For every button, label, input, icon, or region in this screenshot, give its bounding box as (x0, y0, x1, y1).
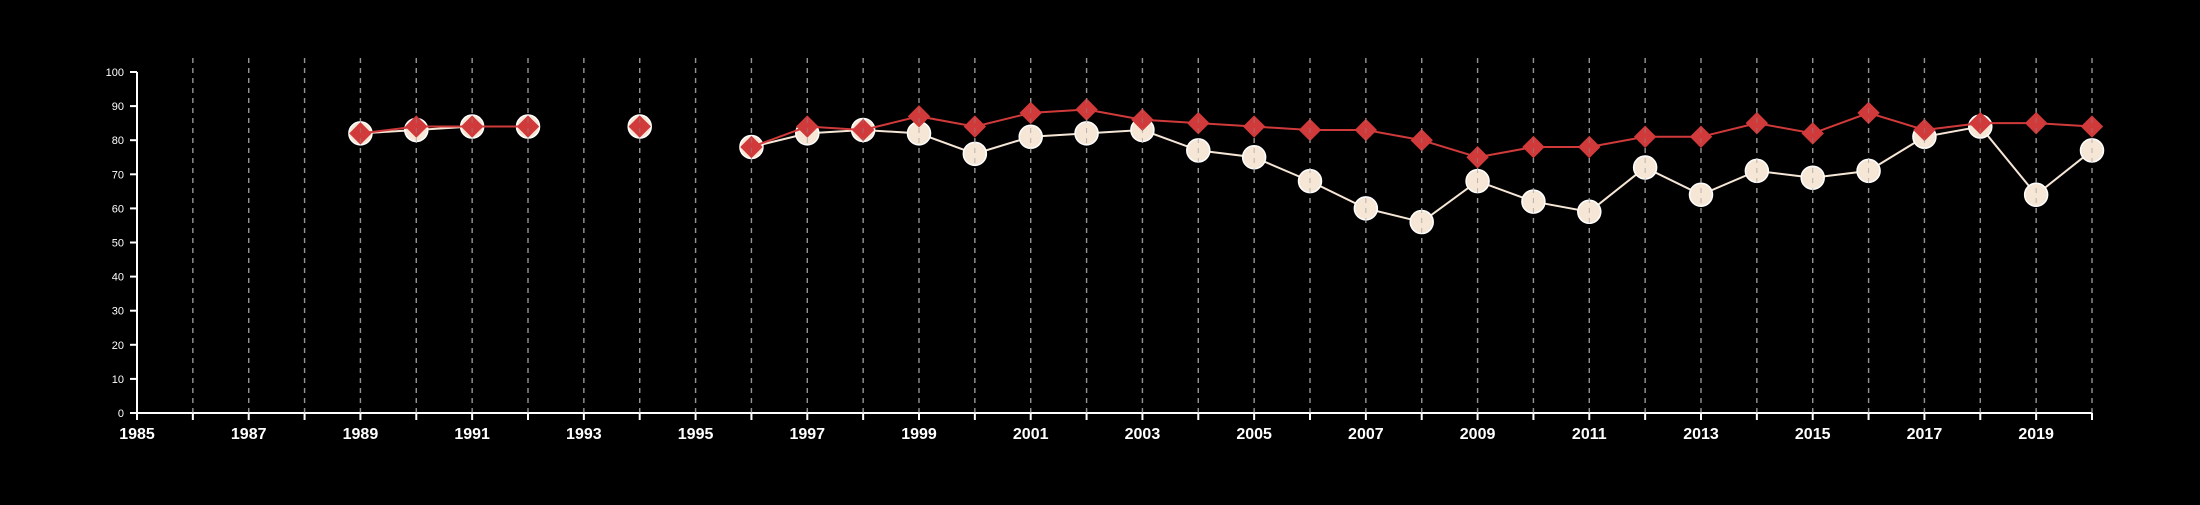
x-tick-label: 2005 (1236, 426, 1272, 443)
x-tick-label: 2007 (1348, 426, 1384, 443)
x-tick-label: 2009 (1460, 426, 1496, 443)
data-point (1689, 125, 1713, 148)
x-tick-label: 2015 (1795, 426, 1831, 443)
y-tick-label: 60 (112, 203, 124, 215)
y-tick-label: 100 (106, 67, 124, 79)
data-point (1745, 111, 1769, 135)
y-tick-label: 20 (112, 340, 124, 352)
x-tick-label: 2017 (1907, 426, 1943, 443)
x-tick-label: 1987 (231, 426, 267, 443)
x-tick-label: 2019 (2018, 426, 2054, 443)
data-point (1801, 122, 1824, 145)
data-point (2023, 182, 2049, 208)
data-point (1969, 111, 1992, 135)
x-tick-label: 1989 (343, 426, 379, 443)
x-tick-label: 2003 (1125, 426, 1161, 443)
y-tick-label: 80 (112, 135, 124, 147)
x-tick-label: 1985 (119, 426, 155, 443)
x-tick-label: 2001 (1013, 426, 1049, 443)
y-tick-label: 40 (112, 272, 124, 284)
data-point (740, 135, 763, 159)
y-tick-label: 10 (112, 374, 124, 386)
x-tick-label: 1995 (678, 426, 714, 443)
series-line-segment (360, 125, 528, 135)
series-1 (348, 114, 2105, 235)
y-tick-label: 90 (112, 101, 124, 113)
data-point (963, 115, 987, 138)
x-tick-label: 1991 (454, 426, 490, 443)
data-point (796, 115, 819, 138)
data-point (2080, 115, 2104, 138)
axes: 0 10 20 30 40 50 60 70 80 90 100 1985 1987 1989 1991 19… (106, 67, 2093, 443)
data-point (1466, 146, 1489, 169)
series-2 (349, 98, 2104, 169)
data-point (516, 115, 540, 138)
y-tick-label: 50 (112, 238, 124, 250)
y-tick-label: 70 (112, 169, 124, 181)
x-tick-label: 1993 (566, 426, 602, 443)
data-point (460, 115, 484, 138)
data-point (1688, 182, 1714, 208)
data-point (1522, 135, 1545, 159)
x-tick-label: 2013 (1683, 426, 1719, 443)
data-point (1242, 115, 1266, 138)
data-point (405, 115, 428, 138)
series-group (192, 58, 2105, 413)
data-point (2024, 111, 2048, 135)
data-point (1187, 111, 1210, 135)
data-point (1578, 135, 1601, 159)
y-tick-label: 30 (112, 306, 124, 318)
y-tick-label: 0 (118, 408, 124, 420)
data-point (628, 115, 651, 138)
data-point (907, 105, 931, 128)
x-tick-label: 2011 (1572, 426, 1607, 443)
data-point (1633, 125, 1657, 148)
data-point (349, 122, 372, 145)
x-tick-label: 1997 (789, 426, 825, 443)
x-tick-label: 1999 (901, 426, 937, 443)
